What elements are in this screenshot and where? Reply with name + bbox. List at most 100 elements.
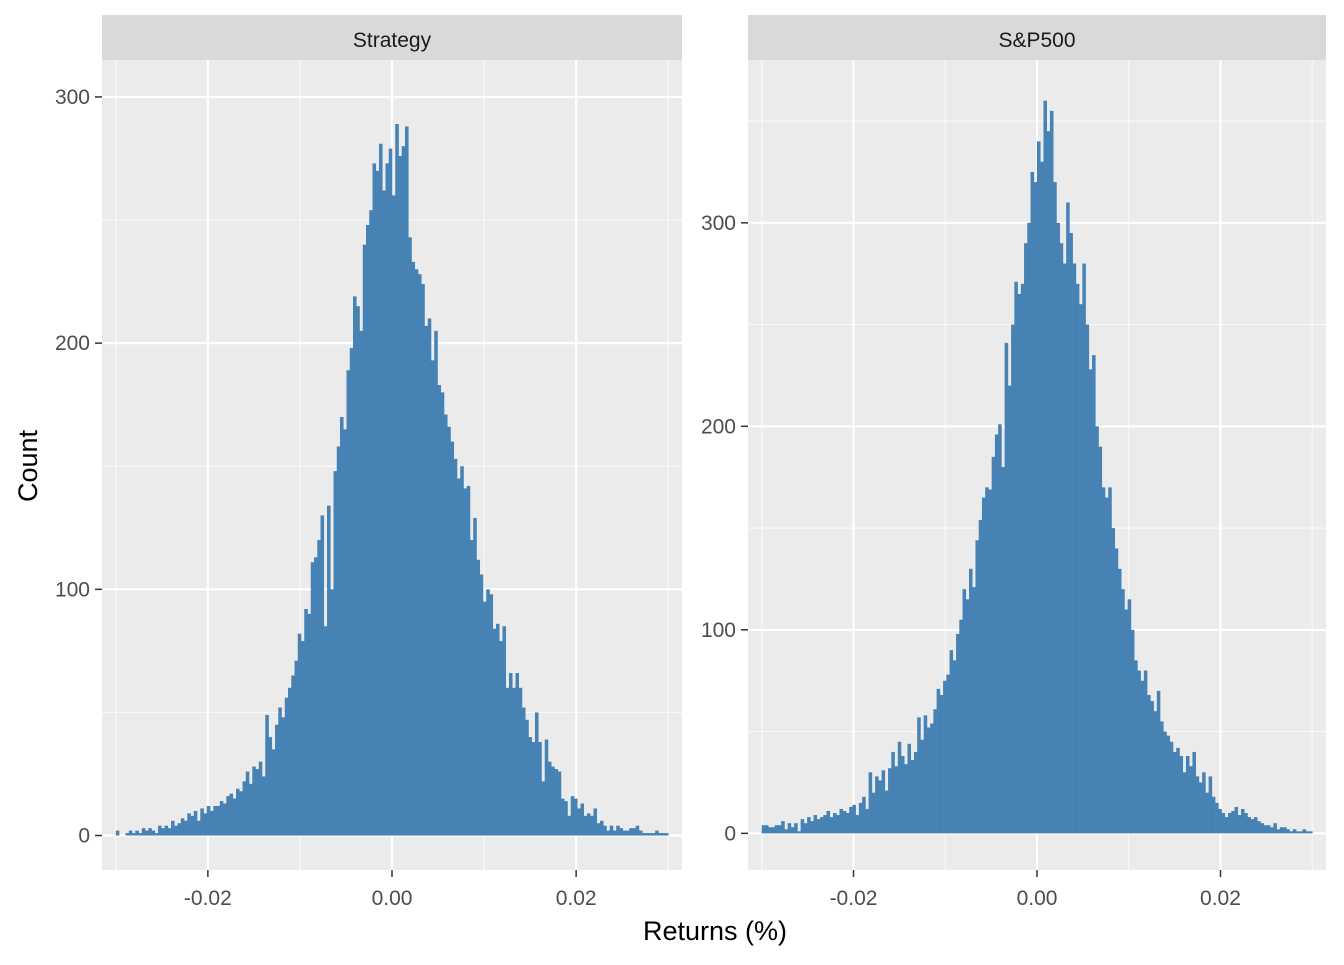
histogram-bar [664,833,669,836]
histogram-bar [1121,589,1125,834]
y-tick-label: 100 [701,619,736,642]
histogram-bar [551,766,555,836]
histogram-bar [1092,355,1096,834]
histogram-bar [1007,385,1012,834]
histogram-bar [427,318,432,836]
histogram-bar [593,808,598,836]
histogram-bar [642,833,646,836]
histogram-bar [1266,825,1271,834]
histogram-bar [476,559,481,836]
histogram-bar [463,488,468,836]
histogram-bar [489,594,494,836]
histogram-bar [810,821,814,834]
histogram-bar [219,801,224,836]
histogram-bar [836,815,840,834]
histogram-bar [1079,304,1083,834]
histogram-bar [314,557,318,836]
histogram-bar [1176,747,1180,834]
histogram-bar [417,274,422,836]
histogram-bar [307,613,312,836]
histogram-bar [651,833,656,836]
histogram-bar [1250,819,1255,834]
histogram-bar [884,790,889,834]
x-tick-label: 0.00 [372,887,413,910]
histogram-bar [969,568,973,834]
y-axis-sp500: 0 100 200 300 [701,212,748,845]
histogram-bar [800,819,805,834]
histogram-bar [881,770,886,834]
y-axis-title: Count [13,429,43,502]
histogram-bar [897,741,902,834]
histogram-bar [1004,342,1009,834]
histogram-bar [1195,776,1200,834]
histogram-bar [258,761,263,836]
histogram-bar [1143,670,1148,834]
histogram-bar [375,170,380,836]
histogram-bar [1095,426,1099,834]
histogram-bar [865,808,869,834]
histogram-bar [232,798,237,836]
histogram-bar [271,749,276,836]
histogram-bar [346,370,351,836]
histogram-bar [252,766,256,836]
y-tick-label: 200 [55,332,90,355]
histogram-bar [115,830,120,836]
histogram-bar [184,820,188,836]
histogram-bar [1059,243,1064,834]
histogram-bar [1011,324,1015,834]
histogram-bar [1224,817,1229,834]
histogram-bar [180,818,185,836]
histogram-bar [972,587,976,834]
histogram-bar [508,673,513,836]
histogram-bar [502,626,507,836]
histogram-bar [1014,281,1018,834]
histogram-bar [771,827,776,834]
histogram-bar [629,828,633,836]
histogram-bar [392,195,396,836]
histogram-bar [1260,823,1264,834]
histogram-bar [1088,369,1093,834]
histogram-bar [525,719,529,836]
histogram-bar [349,348,354,836]
histogram-bar [946,674,950,834]
histogram-bar [1082,263,1086,834]
histogram-bar [978,519,983,834]
histogram-bar [959,619,963,834]
histogram-bar [910,760,915,834]
histogram-bar [981,497,986,834]
histogram-bar [330,589,334,836]
histogram-bar [962,589,967,834]
histogram-bar [499,641,503,836]
histogram-bar [1085,324,1090,834]
histogram-bar [797,831,801,834]
histogram-bar [1244,813,1248,834]
histogram-bar [317,540,321,836]
histogram-bar [1098,446,1103,834]
histogram-bar [888,768,892,834]
histogram-bar [505,687,510,836]
histogram-bar [936,688,941,834]
histogram-bar [1189,766,1193,834]
histogram-bar [340,416,344,836]
histogram-bar [223,803,227,836]
histogram-bar [913,751,918,834]
histogram-bar [1033,182,1038,834]
histogram-bar [1001,467,1005,834]
y-axis-strategy: 0 100 200 300 [55,86,102,848]
histogram-bar [469,540,474,836]
histogram-bar [761,825,766,834]
histogram-bar [1221,813,1226,834]
histogram-bar [544,739,549,836]
histogram-bar [249,783,253,836]
histogram-bar [1198,782,1203,834]
histogram-bar [1283,827,1287,834]
histogram-bar [460,466,464,836]
histogram-bar [151,830,156,836]
histogram-bar [1049,110,1054,834]
histogram-bar [206,805,211,836]
histogram-bar [661,833,666,836]
histogram-bar [1024,243,1028,834]
histogram-bar [803,823,808,834]
histogram-bar [603,825,607,836]
